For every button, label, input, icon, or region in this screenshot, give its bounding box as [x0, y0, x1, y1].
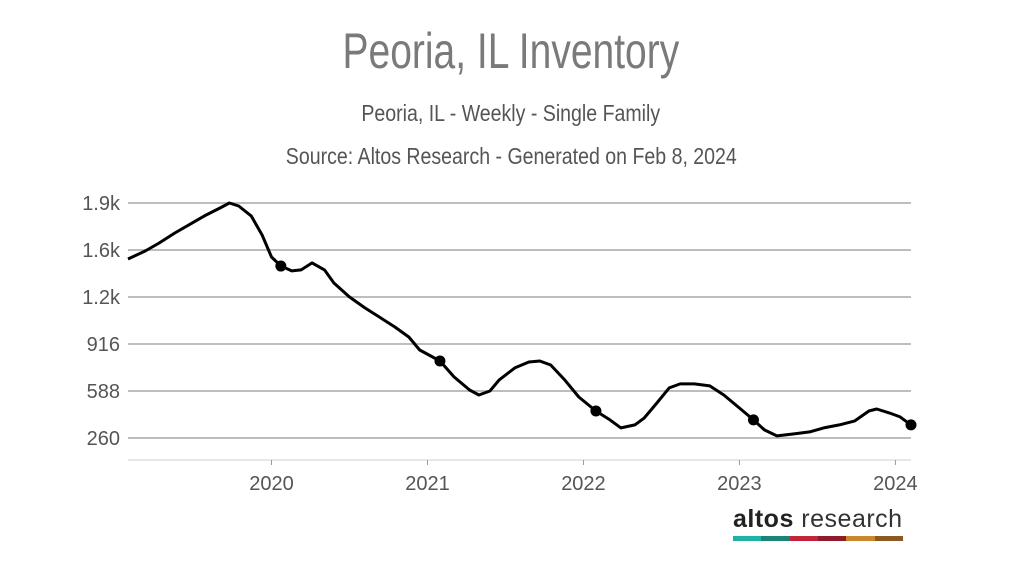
y-tick-label: 260 [87, 428, 120, 450]
y-tick-label: 588 [87, 381, 120, 403]
logo-bar-segment [733, 536, 762, 541]
data-point-marker [590, 405, 602, 417]
logo-bar-segment [874, 536, 903, 541]
logo-bar-segment [789, 536, 818, 541]
data-point-marker [434, 355, 446, 367]
chart-title: Peoria, IL Inventory [342, 23, 680, 79]
y-tick-label: 916 [87, 334, 120, 356]
logo-bar-segment [761, 536, 790, 541]
x-tick-label: 2021 [405, 473, 450, 495]
data-point-marker [905, 419, 917, 431]
chart-subtitle: Peoria, IL - Weekly - Single Family [361, 100, 661, 126]
logo-color-bar [733, 536, 903, 541]
x-tick-label: 2020 [249, 473, 294, 495]
chart-source: Source: Altos Research - Generated on Fe… [285, 143, 737, 169]
logo-text: research [793, 505, 903, 533]
x-tick-label: 2022 [561, 473, 606, 495]
y-tick-label: 1.2k [82, 287, 121, 309]
data-point-marker [747, 414, 759, 426]
y-tick-label: 1.9k [82, 193, 121, 215]
logo-bar-segment [846, 536, 875, 541]
x-tick-label: 2024 [873, 473, 918, 495]
logo-bold-text: altos [733, 505, 794, 533]
y-tick-label: 1.6k [82, 240, 121, 262]
data-point-marker [275, 260, 287, 272]
x-tick-label: 2023 [717, 473, 762, 495]
altos-research-logo: altos research [733, 505, 903, 541]
logo-bar-segment [817, 536, 847, 541]
series-line-inventory [127, 201, 912, 438]
